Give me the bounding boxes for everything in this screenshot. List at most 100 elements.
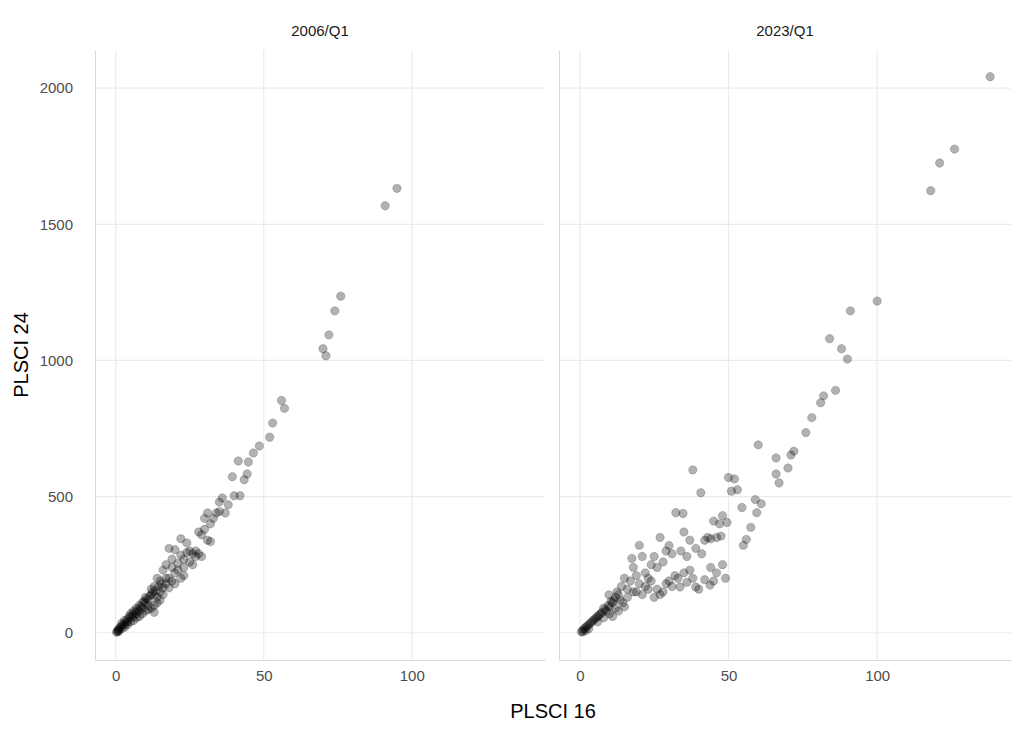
grid-line: [559, 632, 1011, 633]
point: [787, 451, 795, 459]
point: [337, 292, 345, 300]
grid-line: [559, 88, 1011, 89]
point: [393, 184, 401, 192]
x-axis-title: PLSCI 16: [510, 700, 596, 722]
point: [635, 541, 643, 549]
point: [638, 552, 646, 560]
panel: 05010005001000150020002006/Q1: [40, 22, 546, 684]
point: [331, 307, 339, 315]
point: [629, 563, 637, 571]
tick: 1500: [40, 216, 95, 233]
tick: 2000: [40, 79, 95, 96]
grid-line: [115, 50, 116, 660]
point: [662, 547, 670, 555]
tick: 100: [865, 660, 890, 684]
point: [159, 566, 167, 574]
tick: 500: [48, 488, 95, 505]
point: [114, 627, 122, 635]
tick-label: 500: [48, 488, 73, 505]
point: [635, 580, 643, 588]
point: [277, 396, 285, 404]
point: [206, 537, 214, 545]
chart: 05010005001000150020002006/Q10501002023/…: [0, 0, 1024, 736]
point: [268, 419, 276, 427]
point: [224, 501, 232, 509]
point: [322, 352, 330, 360]
grid-line: [95, 88, 545, 89]
point: [613, 588, 621, 596]
point: [623, 593, 631, 601]
grid-line: [95, 224, 545, 225]
tick-label: 50: [721, 667, 738, 684]
point: [683, 552, 691, 560]
tick-label: 50: [256, 667, 273, 684]
tick-label: 2000: [40, 79, 73, 96]
point: [739, 541, 747, 549]
y-axis: [559, 51, 561, 661]
point: [753, 508, 761, 516]
point: [381, 202, 389, 210]
y-axis-title: PLSCI 24: [10, 312, 32, 398]
point: [697, 489, 705, 497]
point: [249, 449, 257, 457]
point: [244, 458, 252, 466]
point: [927, 187, 935, 195]
tick-label: 100: [865, 667, 890, 684]
point: [935, 159, 943, 167]
point: [772, 470, 780, 478]
point: [188, 560, 196, 568]
point: [255, 442, 263, 450]
point: [831, 386, 839, 394]
axis-line: [95, 51, 96, 661]
point: [680, 528, 688, 536]
grid-line: [411, 50, 412, 660]
point: [950, 145, 958, 153]
point: [156, 596, 164, 604]
point: [873, 297, 881, 305]
point: [114, 626, 122, 634]
tick: 1000: [40, 352, 95, 369]
point: [221, 509, 229, 517]
grid-line: [95, 632, 545, 633]
point: [280, 404, 288, 412]
grid-line: [95, 360, 545, 361]
point: [647, 560, 655, 568]
point: [650, 593, 658, 601]
axis-line: [559, 51, 560, 661]
point: [846, 307, 854, 315]
x-axis: 050100: [96, 660, 546, 684]
point: [816, 398, 824, 406]
grid-line: [728, 50, 729, 660]
tick: 50: [256, 660, 273, 684]
tick-label: 0: [112, 667, 120, 684]
point: [656, 533, 664, 541]
point: [240, 476, 248, 484]
point: [733, 486, 741, 494]
point: [692, 544, 700, 552]
point: [171, 580, 179, 588]
point: [751, 495, 759, 503]
point: [626, 577, 634, 585]
point: [808, 413, 816, 421]
point: [738, 503, 746, 511]
point: [986, 72, 994, 80]
grid: [95, 50, 545, 660]
tick-label: 0: [65, 624, 73, 641]
point: [701, 575, 709, 583]
tick-label: 1500: [40, 216, 73, 233]
x-axis: 050100: [560, 660, 1012, 684]
point: [325, 331, 333, 339]
point: [692, 583, 700, 591]
point: [650, 552, 658, 560]
points: [112, 184, 401, 636]
grid-line: [559, 496, 1011, 497]
point: [837, 345, 845, 353]
grid-line: [877, 50, 878, 660]
point: [180, 571, 188, 579]
point: [676, 583, 684, 591]
point: [772, 454, 780, 462]
grid-line: [95, 496, 545, 497]
point: [775, 479, 783, 487]
point: [653, 585, 661, 593]
axis-line: [560, 660, 1012, 661]
